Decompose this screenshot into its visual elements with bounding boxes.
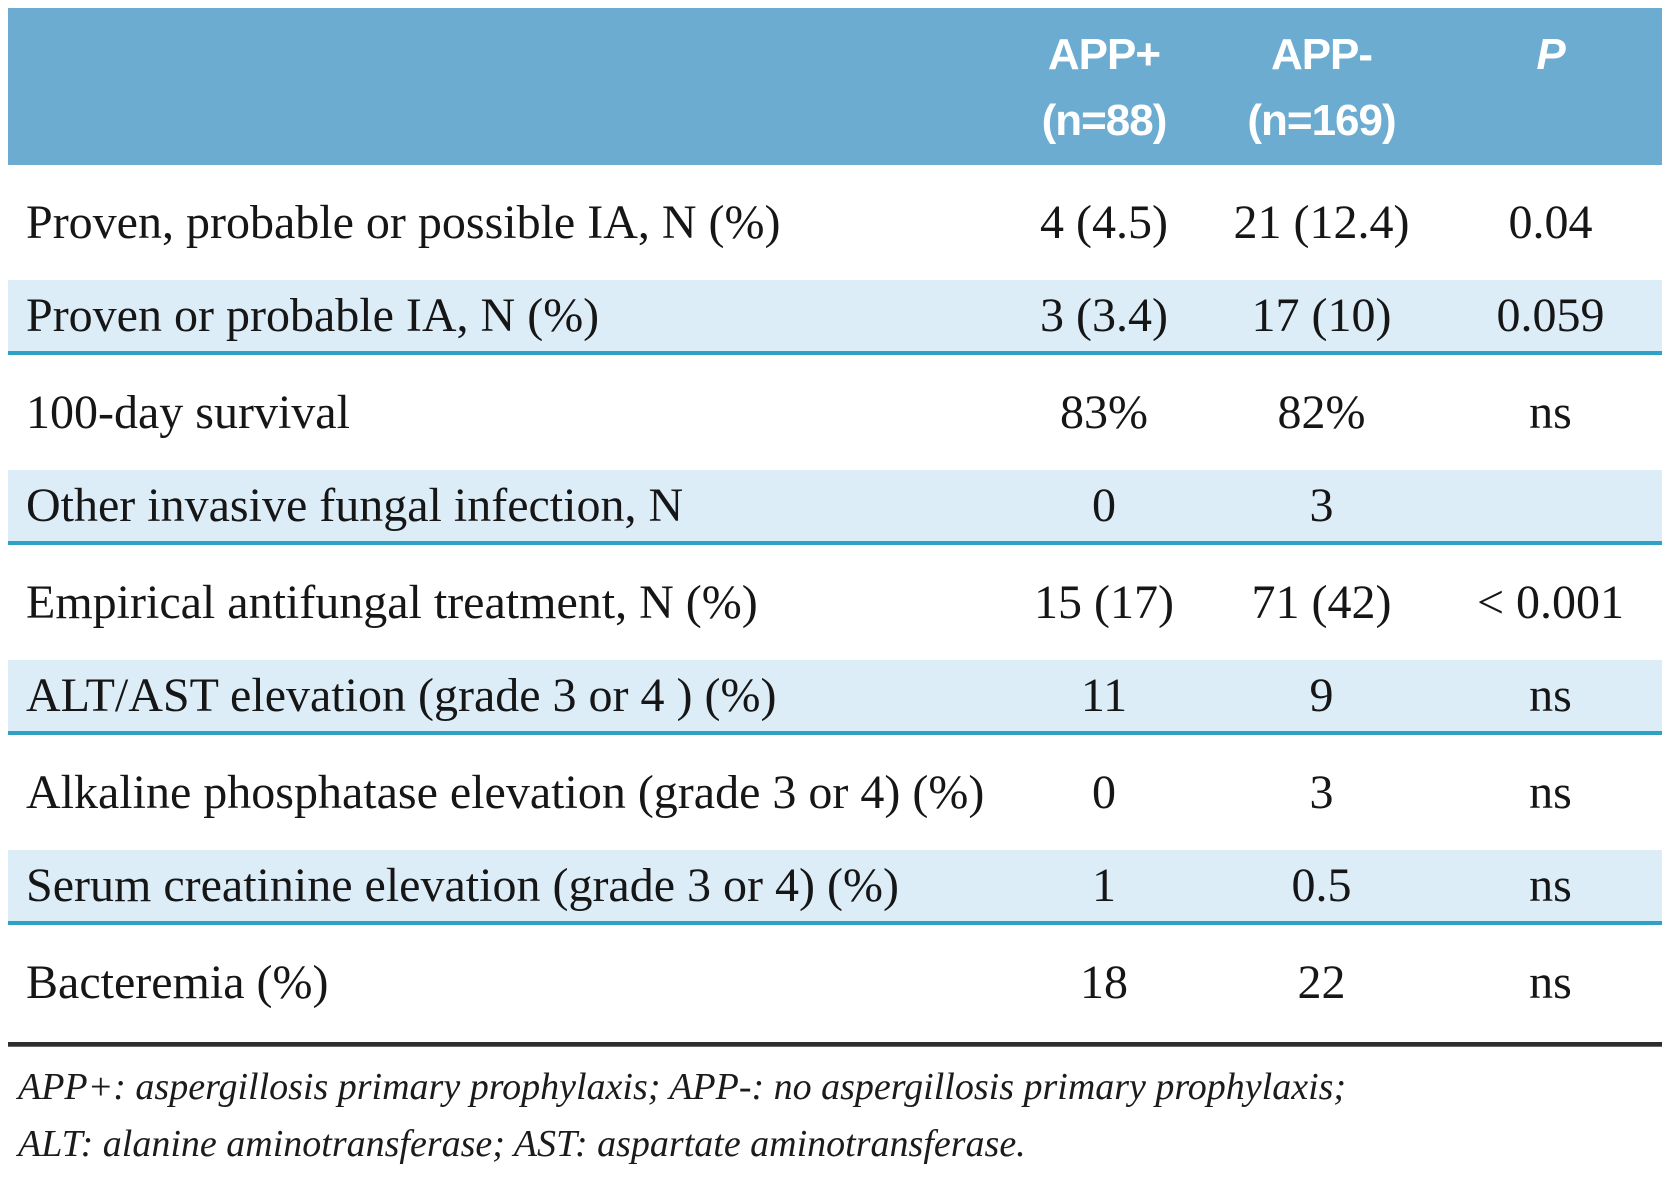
row-label: Proven, probable or possible IA, N (%) (26, 196, 781, 249)
footnote-line-2: ALT: alanine aminotransferase; AST: aspa… (18, 1123, 1026, 1165)
column-header-app-plus: APP+ (n=88) (1004, 22, 1204, 154)
cell-app-plus: 11 (1080, 669, 1128, 722)
column-header-app-minus-count: (n=169) (1247, 96, 1396, 145)
column-header-app-minus: APP- (n=169) (1204, 22, 1439, 154)
column-header-app-plus-name: APP+ (1047, 30, 1161, 79)
footnote: APP+: aspergillosis primary prophylaxis;… (8, 1059, 1662, 1173)
footnote-line-1: APP+: aspergillosis primary prophylaxis;… (18, 1066, 1347, 1108)
cell-p-value: ns (1529, 956, 1572, 1009)
cell-p-value: ns (1529, 669, 1572, 722)
cell-p-value: ns (1529, 859, 1572, 912)
row-label: 100-day survival (26, 386, 350, 439)
cell-p-value: < 0.001 (1476, 576, 1625, 629)
column-header-p-label: P (1536, 30, 1565, 79)
row-label: Proven or probable IA, N (%) (26, 289, 600, 342)
row-label: ALT/AST elevation (grade 3 or 4 ) (%) (26, 669, 777, 722)
cell-app-plus: 0 (1092, 479, 1116, 532)
row-label: Other invasive fungal infection, N (26, 479, 684, 532)
cell-app-minus: 82% (1277, 386, 1366, 439)
table-row-100-day-survival: 100-day survival 83% 82% ns (8, 355, 1662, 470)
cell-app-plus: 4 (4.5) (1040, 196, 1168, 249)
cell-p-value: ns (1529, 386, 1572, 439)
cell-app-plus: 83% (1060, 386, 1148, 439)
row-label: Bacteremia (%) (26, 956, 329, 1009)
table-row-alt-ast-elevation: ALT/AST elevation (grade 3 or 4 ) (%) 11… (8, 660, 1662, 735)
table-row-serum-creatinine-elevation: Serum creatinine elevation (grade 3 or 4… (8, 850, 1662, 925)
cell-app-minus: 71 (42) (1251, 576, 1392, 629)
cell-app-minus: 21 (12.4) (1233, 196, 1410, 249)
cell-app-minus: 9 (1309, 669, 1334, 722)
cell-app-plus: 18 (1080, 956, 1128, 1009)
cell-app-minus: 22 (1297, 956, 1346, 1009)
cell-app-plus: 1 (1092, 859, 1116, 912)
table-row-other-invasive-fungal-infection: Other invasive fungal infection, N 0 3 (8, 470, 1662, 545)
cell-p-value: 0.059 (1496, 289, 1605, 342)
cell-app-minus: 3 (1309, 766, 1334, 819)
table-row-alkaline-phosphatase-elevation: Alkaline phosphatase elevation (grade 3 … (8, 735, 1662, 850)
table-row-proven-probable-ia: Proven or probable IA, N (%) 3 (3.4) 17 … (8, 280, 1662, 355)
cell-app-plus: 0 (1092, 766, 1116, 819)
cell-app-plus: 3 (3.4) (1040, 289, 1168, 342)
footnote-divider (8, 1042, 1662, 1047)
cell-p-value: ns (1529, 766, 1572, 819)
table-row-proven-probable-possible-ia: Proven, probable or possible IA, N (%) 4… (8, 165, 1662, 280)
cell-app-minus: 17 (10) (1251, 289, 1392, 342)
column-header-app-plus-count: (n=88) (1041, 96, 1168, 145)
cell-app-plus: 15 (17) (1034, 576, 1174, 629)
table-row-bacteremia: Bacteremia (%) 18 22 ns (8, 925, 1662, 1040)
column-header-p: P (1439, 22, 1662, 88)
cell-p-value: 0.04 (1508, 196, 1593, 249)
row-label: Serum creatinine elevation (grade 3 or 4… (26, 859, 899, 912)
table-header-row: APP+ (n=88) APP- (n=169) P (8, 8, 1662, 165)
cell-app-minus: 3 (1309, 479, 1334, 532)
table-row-empirical-antifungal-treatment: Empirical antifungal treatment, N (%) 15… (8, 545, 1662, 660)
column-header-app-minus-name: APP- (1270, 30, 1373, 79)
row-label: Empirical antifungal treatment, N (%) (26, 576, 758, 629)
row-label: Alkaline phosphatase elevation (grade 3 … (26, 766, 985, 819)
cell-app-minus: 0.5 (1291, 859, 1352, 912)
